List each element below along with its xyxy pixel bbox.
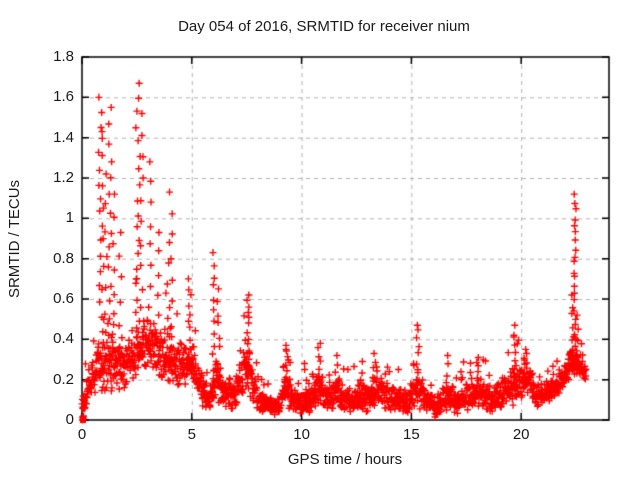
- y-tick-label: 0: [65, 411, 74, 428]
- x-axis-title: GPS time / hours: [287, 451, 403, 468]
- y-tick-label: 1: [65, 209, 74, 227]
- y-tick-label: 0.2: [53, 370, 74, 388]
- y-tick-label: 1.6: [53, 88, 74, 106]
- chart-title: Day 054 of 2016, SRMTID for receiver niu…: [178, 18, 470, 35]
- y-tick-label: 1.8: [53, 48, 74, 65]
- x-tick-label: 10: [293, 426, 310, 443]
- y-tick-label: 0.8: [53, 249, 74, 267]
- y-tick-label: 1.4: [53, 128, 74, 146]
- x-tick-label: 20: [512, 426, 530, 443]
- x-tick-label: 5: [187, 426, 196, 443]
- x-tick-label: 15: [403, 426, 420, 443]
- y-tick-label: 0.6: [53, 290, 74, 307]
- y-axis-title: SRMTID / TECUs: [6, 179, 23, 299]
- y-tick-label: 0.4: [53, 330, 74, 348]
- y-tick-label: 1.2: [53, 169, 74, 186]
- x-tick-label: 0: [77, 426, 87, 443]
